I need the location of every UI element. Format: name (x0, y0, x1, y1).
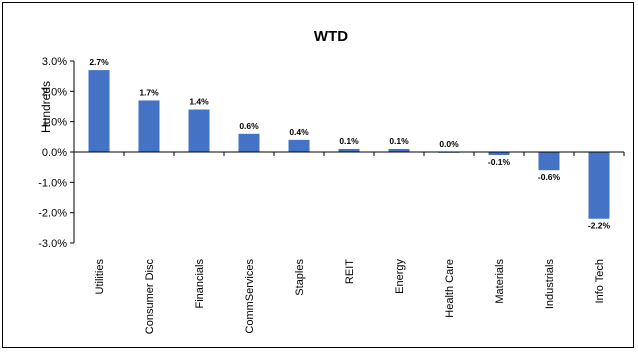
bar (288, 139, 310, 152)
bar (188, 109, 210, 152)
y-axis-label: Hundreds (39, 81, 53, 133)
x-ticks (73, 152, 625, 156)
category-label: Energy (394, 259, 406, 294)
category-label: Info Tech (594, 259, 606, 303)
bar-chart: WTD Hundreds 3.0% 2.0% 1.0% 0.0% -1.0% -2.0% -… (38, 28, 625, 335)
bar (388, 148, 410, 152)
y-tick-label: 3.0% (42, 56, 67, 68)
data-label: 0.1% (339, 136, 359, 146)
bar (88, 70, 110, 152)
data-label: -0.6% (538, 172, 561, 182)
category-label: Health Care (444, 259, 456, 318)
bar (338, 148, 360, 152)
category-label: Consumer Disc (144, 259, 156, 335)
bar (588, 152, 610, 219)
chart-title: WTD (314, 28, 348, 45)
category-label: Utilities (94, 259, 106, 295)
category-label: CommServices (244, 259, 256, 334)
category-label: Materials (494, 259, 506, 304)
data-labels: 2.7% 1.7% 1.4% 0.6% 0.4% 0.1% 0.1% 0.0% -0.1% -0.… (89, 57, 610, 231)
category-label: Industrials (544, 259, 556, 310)
y-tick-label: 0.0% (42, 147, 67, 159)
data-label: 0.1% (389, 136, 409, 146)
y-ticks: 3.0% 2.0% 1.0% 0.0% -1.0% -2.0% -3.0% (38, 56, 74, 250)
data-label: 0.4% (289, 127, 309, 137)
data-label: 1.4% (189, 97, 209, 107)
data-label: 1.7% (139, 87, 159, 97)
bar (238, 133, 260, 152)
data-label: 0.6% (239, 121, 259, 131)
data-label: -2.2% (588, 221, 611, 231)
data-label: 0.0% (439, 139, 459, 149)
data-label: -0.1% (488, 157, 511, 167)
bar (538, 152, 560, 171)
bar (138, 100, 160, 152)
y-tick-label: -1.0% (38, 177, 67, 189)
chart-frame: WTD Hundreds 3.0% 2.0% 1.0% 0.0% -1.0% -2.0% -… (2, 2, 634, 348)
y-tick-label: -3.0% (38, 238, 67, 250)
y-tick-label: -2.0% (38, 208, 67, 220)
category-label: Financials (194, 259, 206, 309)
category-label: REIT (344, 259, 356, 284)
bar (488, 152, 510, 156)
data-label: 2.7% (89, 57, 109, 67)
bars (88, 70, 610, 219)
category-labels: Utilities Consumer Disc Financials CommServ… (94, 259, 606, 335)
y-tick-label: 2.0% (42, 86, 67, 98)
y-tick-label: 1.0% (42, 117, 67, 129)
category-label: Staples (294, 259, 306, 296)
